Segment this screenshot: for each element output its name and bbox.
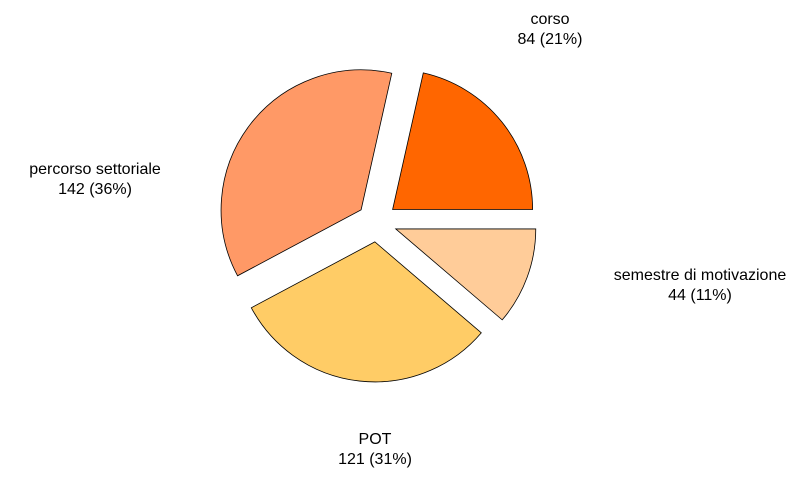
pie-slice [250, 241, 482, 383]
pie-slice [220, 69, 393, 277]
slice-label: POT [359, 431, 392, 448]
pie-slice [392, 72, 534, 210]
slice-label: percorso settoriale [29, 161, 161, 178]
slice-label: semestre di motivazione [614, 267, 787, 284]
slice-value-label: 121 (31%) [338, 451, 412, 468]
slice-label: corso [530, 11, 569, 28]
slice-value-label: 84 (21%) [518, 31, 583, 48]
slice-value-label: 142 (36%) [58, 181, 132, 198]
pie-slice [394, 228, 537, 321]
slice-value-label: 44 (11%) [668, 287, 732, 304]
